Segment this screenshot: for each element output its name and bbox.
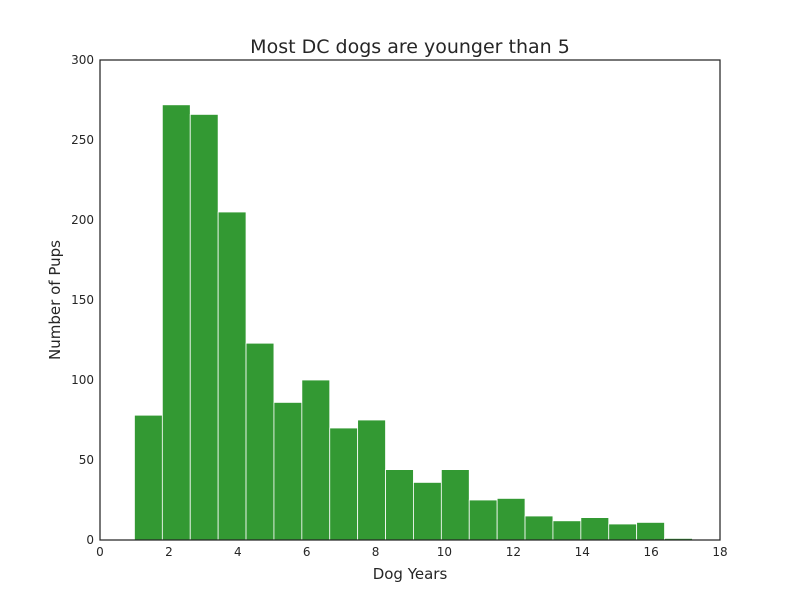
histogram-bar-2 xyxy=(189,114,219,541)
histogram-bar-17 xyxy=(608,523,638,541)
histogram-bar-8 xyxy=(357,419,386,541)
x-tick-label: 6 xyxy=(303,545,311,559)
x-tick-label: 14 xyxy=(575,545,590,559)
histogram-bar-3 xyxy=(217,211,247,541)
histogram-bar-18 xyxy=(636,522,665,541)
y-axis-label: Number of Pups xyxy=(46,240,64,360)
y-tick-label: 250 xyxy=(71,133,94,147)
x-tick-label: 12 xyxy=(506,545,521,559)
y-tick-label: 100 xyxy=(71,373,94,387)
y-tick-label: 0 xyxy=(86,533,94,547)
histogram-bar-14 xyxy=(524,515,554,541)
x-tick-label: 4 xyxy=(234,545,242,559)
histogram-bar-12 xyxy=(468,499,498,541)
y-tick-label: 50 xyxy=(79,453,94,467)
histogram-bar-6 xyxy=(301,379,331,541)
histogram-bar-7 xyxy=(329,427,359,541)
x-tick-label: 8 xyxy=(372,545,380,559)
histogram-bar-1 xyxy=(161,104,191,541)
y-tick-label: 200 xyxy=(71,213,94,227)
y-tick-label: 300 xyxy=(71,53,94,67)
x-axis-ticks: 0 2 4 6 8 10 12 14 16 18 xyxy=(96,545,727,559)
x-tick-label: 16 xyxy=(643,545,658,559)
plot-area-frame xyxy=(99,59,721,541)
x-tick-label: 18 xyxy=(712,545,727,559)
x-tick-label: 2 xyxy=(165,545,173,559)
histogram-bar-13 xyxy=(496,497,526,541)
x-axis-label: Dog Years xyxy=(373,565,448,583)
bars-group xyxy=(134,104,693,541)
histogram-bar-5 xyxy=(273,401,303,541)
histogram-bar-16 xyxy=(580,517,610,541)
histogram-bar-0 xyxy=(134,414,163,541)
histogram-bar-4 xyxy=(245,342,275,541)
y-tick-label: 150 xyxy=(71,293,94,307)
x-tick-label: 10 xyxy=(437,545,452,559)
histogram-bar-10 xyxy=(413,481,442,541)
histogram-bar-9 xyxy=(385,469,414,541)
y-axis-ticks: 0 50 100 150 200 250 300 xyxy=(71,53,94,547)
chart-title: Most DC dogs are younger than 5 xyxy=(250,36,570,58)
x-tick-label: 0 xyxy=(96,545,104,559)
histogram-bar-15 xyxy=(552,520,582,541)
histogram-bar-11 xyxy=(440,469,470,541)
